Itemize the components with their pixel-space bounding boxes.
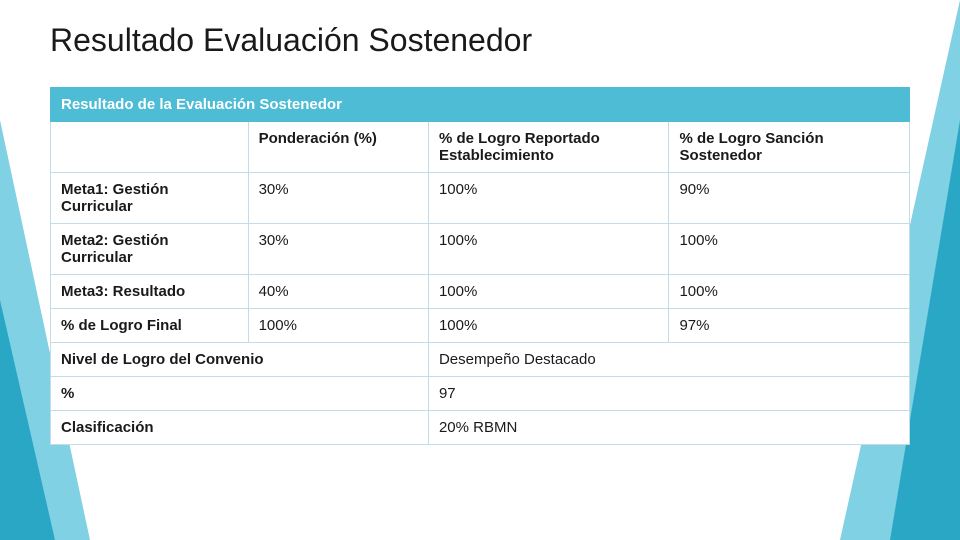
cell-reportado: 100% [428, 275, 669, 309]
cell-sancion: 90% [669, 173, 910, 224]
summary-value: 20% RBMN [428, 411, 909, 445]
row-label: Meta1: Gestión Curricular [51, 173, 249, 224]
cell-reportado: 100% [428, 224, 669, 275]
page-title: Resultado Evaluación Sostenedor [50, 22, 910, 59]
header-logro-sancion: % de Logro Sanción Sostenedor [669, 122, 910, 173]
cell-reportado: 100% [428, 309, 669, 343]
cell-ponderacion: 30% [248, 173, 428, 224]
row-label: % de Logro Final [51, 309, 249, 343]
summary-value: Desempeño Destacado [428, 343, 909, 377]
cell-ponderacion: 30% [248, 224, 428, 275]
section-header: Resultado de la Evaluación Sostenedor [51, 88, 910, 122]
header-ponderacion: Ponderación (%) [248, 122, 428, 173]
summary-value: 97 [428, 377, 909, 411]
cell-reportado: 100% [428, 173, 669, 224]
summary-label: % [51, 377, 429, 411]
cell-ponderacion: 40% [248, 275, 428, 309]
cell-sancion: 97% [669, 309, 910, 343]
header-empty [51, 122, 249, 173]
row-label: Meta3: Resultado [51, 275, 249, 309]
cell-sancion: 100% [669, 275, 910, 309]
cell-sancion: 100% [669, 224, 910, 275]
cell-ponderacion: 100% [248, 309, 428, 343]
evaluation-table: Resultado de la Evaluación Sostenedor Po… [50, 87, 910, 445]
summary-label: Nivel de Logro del Convenio [51, 343, 429, 377]
row-label: Meta2: Gestión Curricular [51, 224, 249, 275]
header-logro-reportado: % de Logro Reportado Establecimiento [428, 122, 669, 173]
summary-label: Clasificación [51, 411, 429, 445]
